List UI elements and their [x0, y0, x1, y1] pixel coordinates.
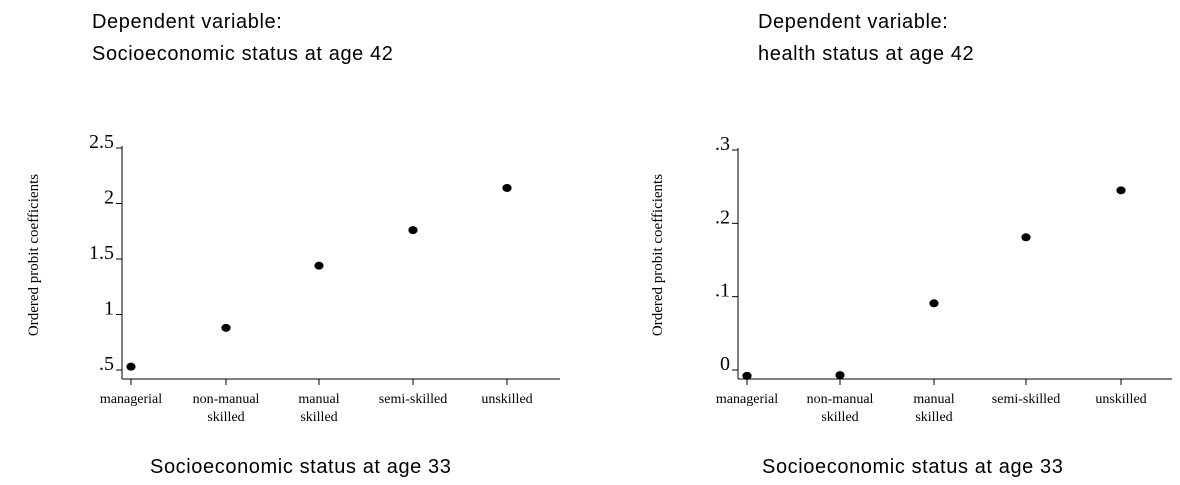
right-x-axis-title: Socioeconomic status at age 33 — [762, 456, 1064, 478]
right-x-tick-label: non-manual — [807, 392, 874, 407]
left-x-tick-label: skilled — [300, 410, 337, 425]
left-data-point — [314, 261, 324, 270]
right-data-point — [1116, 186, 1126, 195]
right-x-tick-label: skilled — [915, 410, 952, 425]
right-y-tick-label: 0 — [720, 353, 730, 375]
left-y-tick-label: 1.5 — [89, 242, 114, 264]
left-y-tick-label: 2 — [104, 187, 114, 209]
left-y-tick-label: .5 — [99, 353, 114, 375]
right-y-tick-label: .3 — [715, 133, 730, 155]
right-x-tick-label: semi-skilled — [992, 392, 1060, 407]
left-data-point — [408, 226, 418, 235]
right-title-line1: Dependent variable: — [758, 11, 949, 33]
left-data-point — [221, 323, 231, 332]
left-x-tick-label: managerial — [100, 392, 162, 407]
right-x-tick-label: manual — [913, 392, 954, 407]
right-y-axis-title: Ordered probit coefficients — [650, 174, 666, 336]
left-x-axis-title: Socioeconomic status at age 33 — [150, 456, 452, 478]
left-title-line2: Socioeconomic status at age 42 — [92, 43, 394, 65]
right-title-line2: health status at age 42 — [758, 43, 975, 65]
left-x-tick-label: skilled — [207, 410, 244, 425]
left-data-point — [126, 362, 136, 371]
left-x-tick-label: non-manual — [193, 392, 260, 407]
right-data-point — [742, 371, 752, 380]
left-data-point — [502, 183, 512, 192]
left-title-line1: Dependent variable: — [92, 11, 283, 33]
right-data-point — [1021, 233, 1031, 242]
left-x-tick-label: unskilled — [481, 392, 532, 407]
left-x-tick-label: manual — [298, 392, 339, 407]
right-y-tick-label: .1 — [715, 280, 730, 302]
right-y-tick-label: .2 — [715, 206, 730, 228]
right-x-tick-label: unskilled — [1095, 392, 1146, 407]
right-x-tick-label: skilled — [821, 410, 858, 425]
left-y-tick-label: 2.5 — [89, 131, 114, 153]
left-y-axis-title: Ordered probit coefficients — [26, 174, 42, 336]
right-x-tick-label: managerial — [716, 392, 778, 407]
left-y-tick-label: 1 — [104, 298, 114, 320]
right-data-point — [835, 371, 845, 380]
right-data-point — [929, 299, 939, 308]
left-x-tick-label: semi-skilled — [379, 392, 447, 407]
